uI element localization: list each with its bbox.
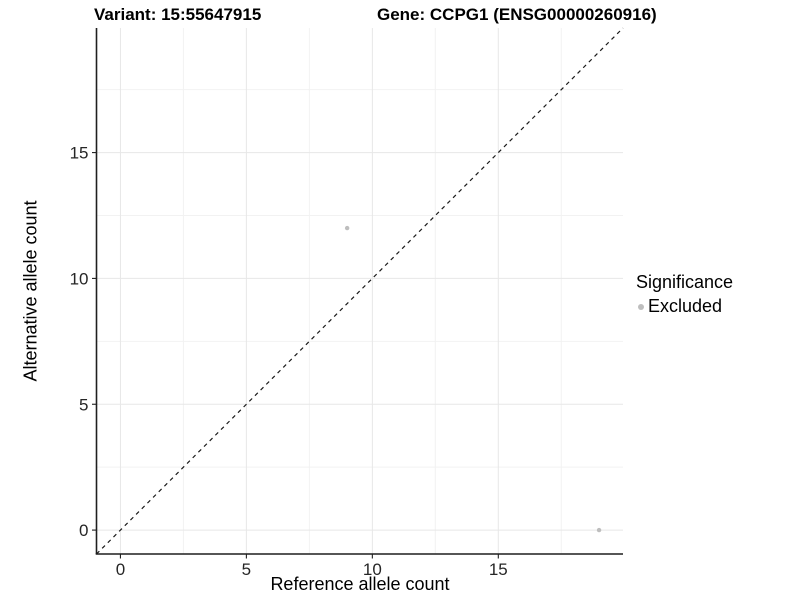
x-tick-label: 0 — [116, 560, 125, 579]
legend-title: Significance — [636, 272, 734, 292]
identity-dashed-line — [96, 27, 624, 555]
x-axis-title: Reference allele count — [270, 574, 450, 594]
y-axis-title: Alternative allele count — [20, 200, 41, 382]
plot-title-gene: Gene: CCPG1 (ENSG00000260916) — [377, 5, 657, 24]
legend-item-excluded: Excluded — [636, 296, 733, 317]
legend: Significance Excluded — [636, 272, 733, 317]
y-tick-label: 5 — [79, 395, 88, 414]
plot-title-variant: Variant: 15:55647915 — [94, 5, 262, 24]
legend-key-dot — [638, 303, 644, 310]
y-tick-label: 15 — [70, 144, 89, 163]
x-tick-label: 15 — [489, 560, 508, 579]
data-point — [596, 527, 602, 533]
x-tick-label: 5 — [242, 560, 251, 579]
y-tick-label: 10 — [70, 269, 89, 288]
legend-item-label: Excluded — [648, 296, 723, 316]
y-tick-label: 0 — [79, 521, 88, 540]
data-point — [344, 225, 350, 231]
x-tick-label: 10 — [363, 560, 382, 579]
